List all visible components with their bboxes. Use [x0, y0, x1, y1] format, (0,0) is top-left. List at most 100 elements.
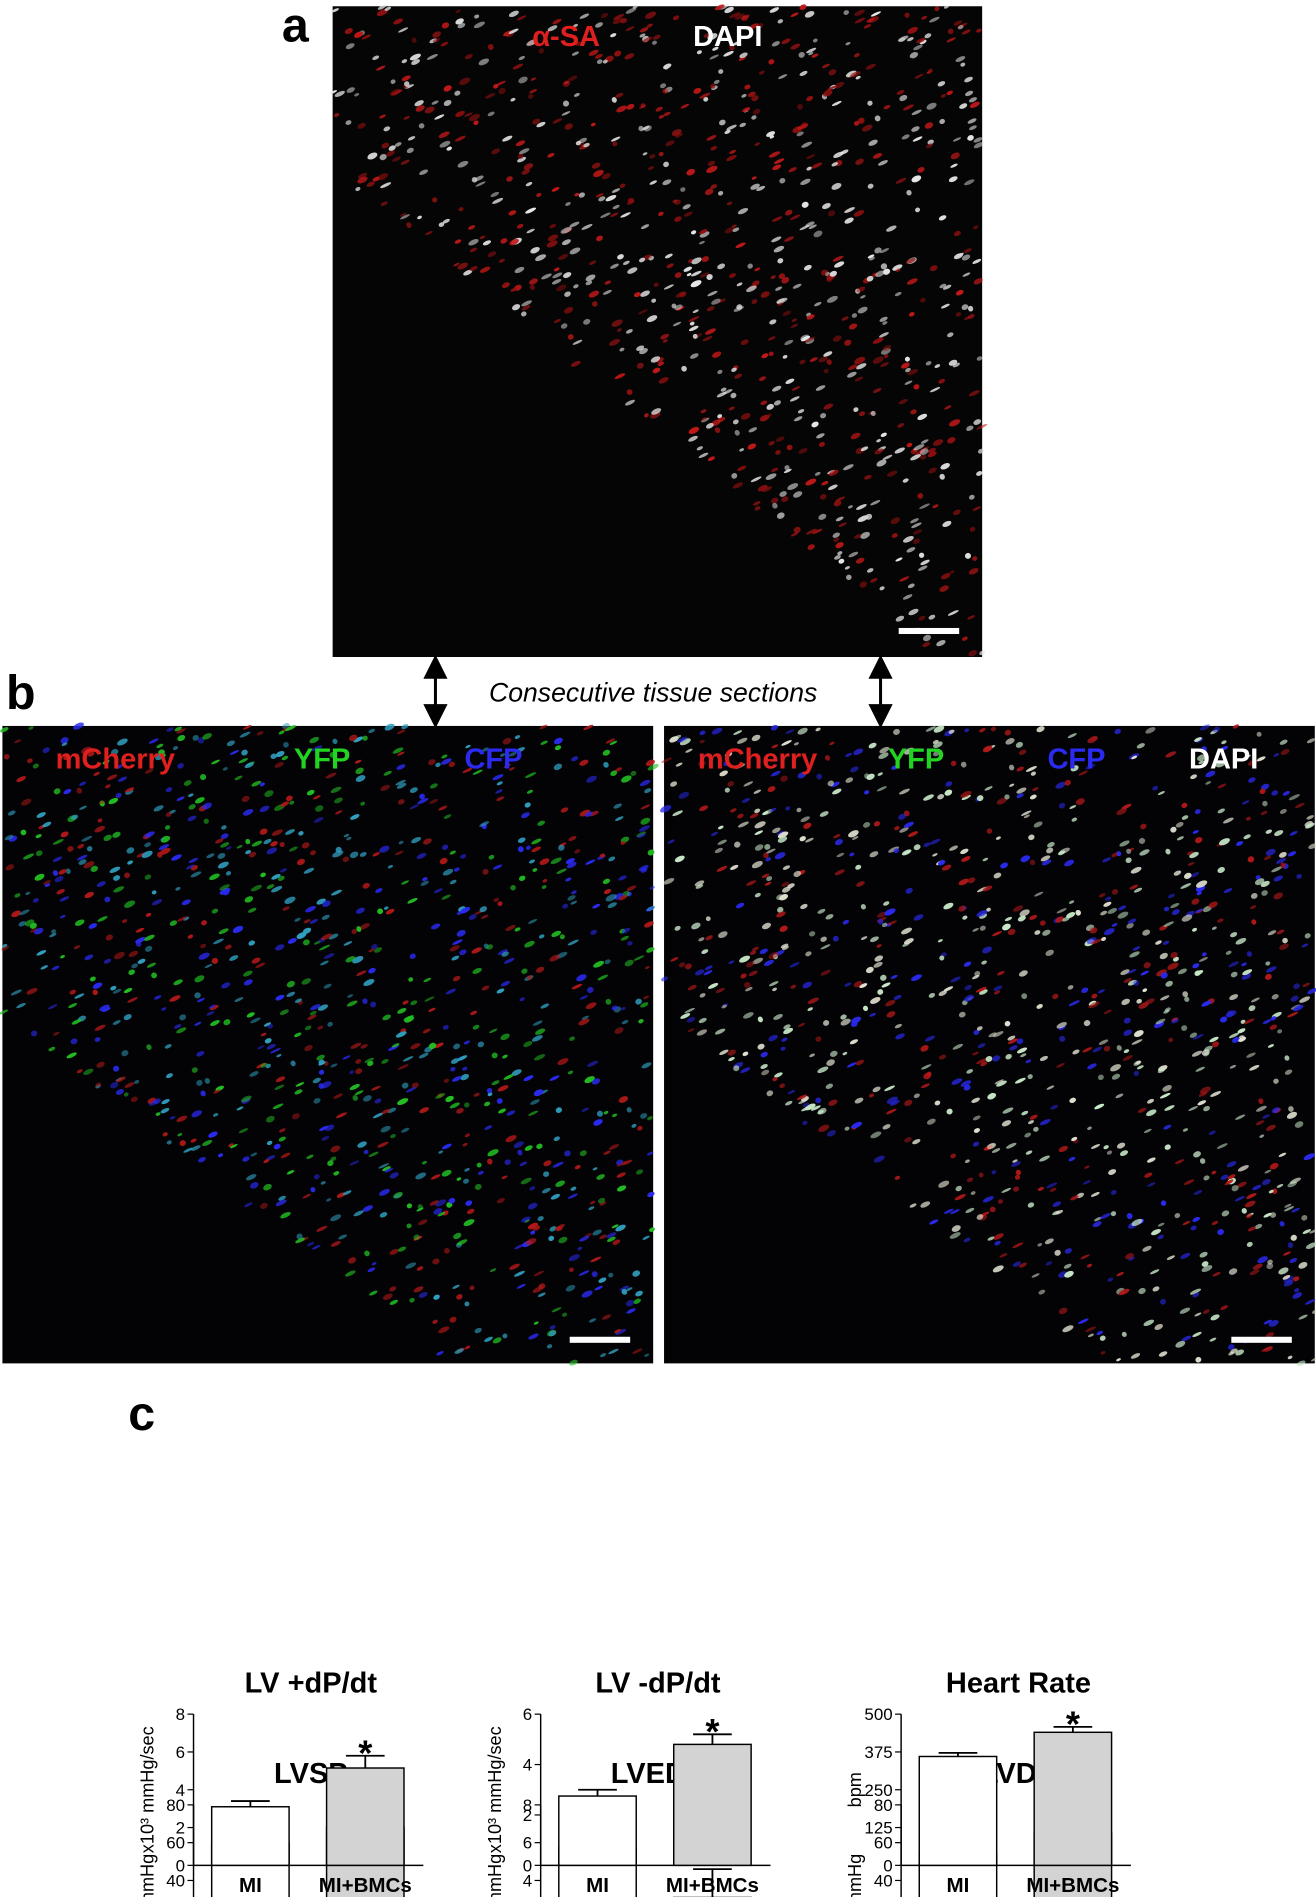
cell: [617, 254, 624, 260]
cell: [640, 817, 651, 825]
cell: [549, 1226, 557, 1232]
cell: [468, 113, 480, 122]
cell: [416, 1266, 424, 1271]
cell: [90, 865, 98, 872]
cell: [451, 955, 460, 961]
cell: [880, 362, 889, 368]
cell: [928, 68, 933, 73]
cell: [644, 788, 652, 794]
cell: [793, 526, 801, 534]
cell: [51, 929, 57, 934]
cell: [524, 940, 535, 948]
cell: [698, 452, 709, 459]
cell: [693, 87, 702, 94]
cell: [321, 914, 330, 920]
cell: [640, 290, 650, 297]
cell: [717, 263, 726, 270]
cell: [417, 798, 429, 805]
cell: [663, 111, 671, 117]
panel-label: b: [6, 666, 36, 720]
cell: [602, 878, 611, 885]
cell: [700, 409, 707, 414]
cell: [823, 403, 834, 410]
cell: [860, 531, 870, 539]
cell: [452, 939, 463, 945]
cell: [517, 156, 527, 163]
cell: [144, 768, 154, 774]
cell: [918, 615, 926, 621]
cell: [558, 1236, 568, 1244]
cell: [800, 334, 810, 341]
cell: [319, 944, 331, 951]
cell: [76, 1069, 83, 1074]
cell: [491, 1080, 500, 1086]
cell: [251, 840, 263, 847]
cell: [349, 851, 359, 859]
cell: [203, 818, 209, 824]
cell: [552, 272, 563, 279]
cell: [482, 868, 489, 875]
cell: [843, 10, 849, 15]
cell: [620, 1006, 626, 1011]
cell: [432, 31, 441, 38]
cell: [393, 1191, 403, 1199]
y-tick-label: 2: [176, 1819, 185, 1838]
cell: [381, 1059, 389, 1064]
cell: [391, 1043, 400, 1048]
cell: [601, 1314, 612, 1320]
cell: [706, 165, 718, 174]
cell: [607, 902, 617, 909]
cell: [596, 1174, 605, 1180]
cell: [848, 505, 853, 509]
cell: [633, 955, 645, 961]
cell: [996, 797, 1008, 805]
cell: [910, 518, 919, 524]
cell: [798, 51, 805, 58]
cell: [260, 1202, 268, 1209]
cell: [188, 857, 198, 864]
cell: [95, 1082, 102, 1087]
cell: [179, 1014, 187, 1021]
cell: [899, 94, 908, 102]
cell: [401, 1127, 410, 1133]
cell: [433, 1294, 440, 1300]
cell: [938, 378, 945, 384]
cell: [638, 1019, 644, 1024]
cell: [660, 83, 667, 89]
cell: [169, 920, 178, 926]
cell: [649, 154, 656, 159]
cell: [642, 36, 653, 43]
cell: [333, 1093, 343, 1099]
cell: [379, 1212, 388, 1218]
cell: [505, 1135, 517, 1143]
cell: [453, 1232, 462, 1240]
cell: [969, 101, 980, 108]
cell: [855, 557, 865, 564]
y-axis-label: x10³ mmHg/sec: [485, 1726, 505, 1853]
cell: [84, 954, 94, 961]
cell: [389, 1172, 399, 1179]
cell: [115, 764, 123, 769]
cell: [409, 787, 418, 794]
cell: [595, 22, 603, 28]
cell: [259, 782, 265, 787]
cell: [310, 850, 316, 856]
cell: [159, 847, 171, 855]
cell: [395, 779, 406, 786]
cell: [856, 504, 867, 510]
cell: [586, 775, 597, 783]
cell: [968, 649, 978, 657]
bar: [558, 1795, 637, 1867]
cell: [487, 1149, 499, 1157]
cell: [879, 586, 885, 591]
cell: [549, 1325, 556, 1330]
cell: [813, 230, 823, 238]
cell: [610, 136, 621, 142]
cell: [612, 1239, 621, 1245]
cell: [644, 921, 654, 928]
cell: [835, 516, 844, 522]
cell: [579, 995, 588, 1000]
cell: [967, 118, 977, 124]
cell: [499, 753, 506, 757]
cell: [942, 520, 952, 527]
